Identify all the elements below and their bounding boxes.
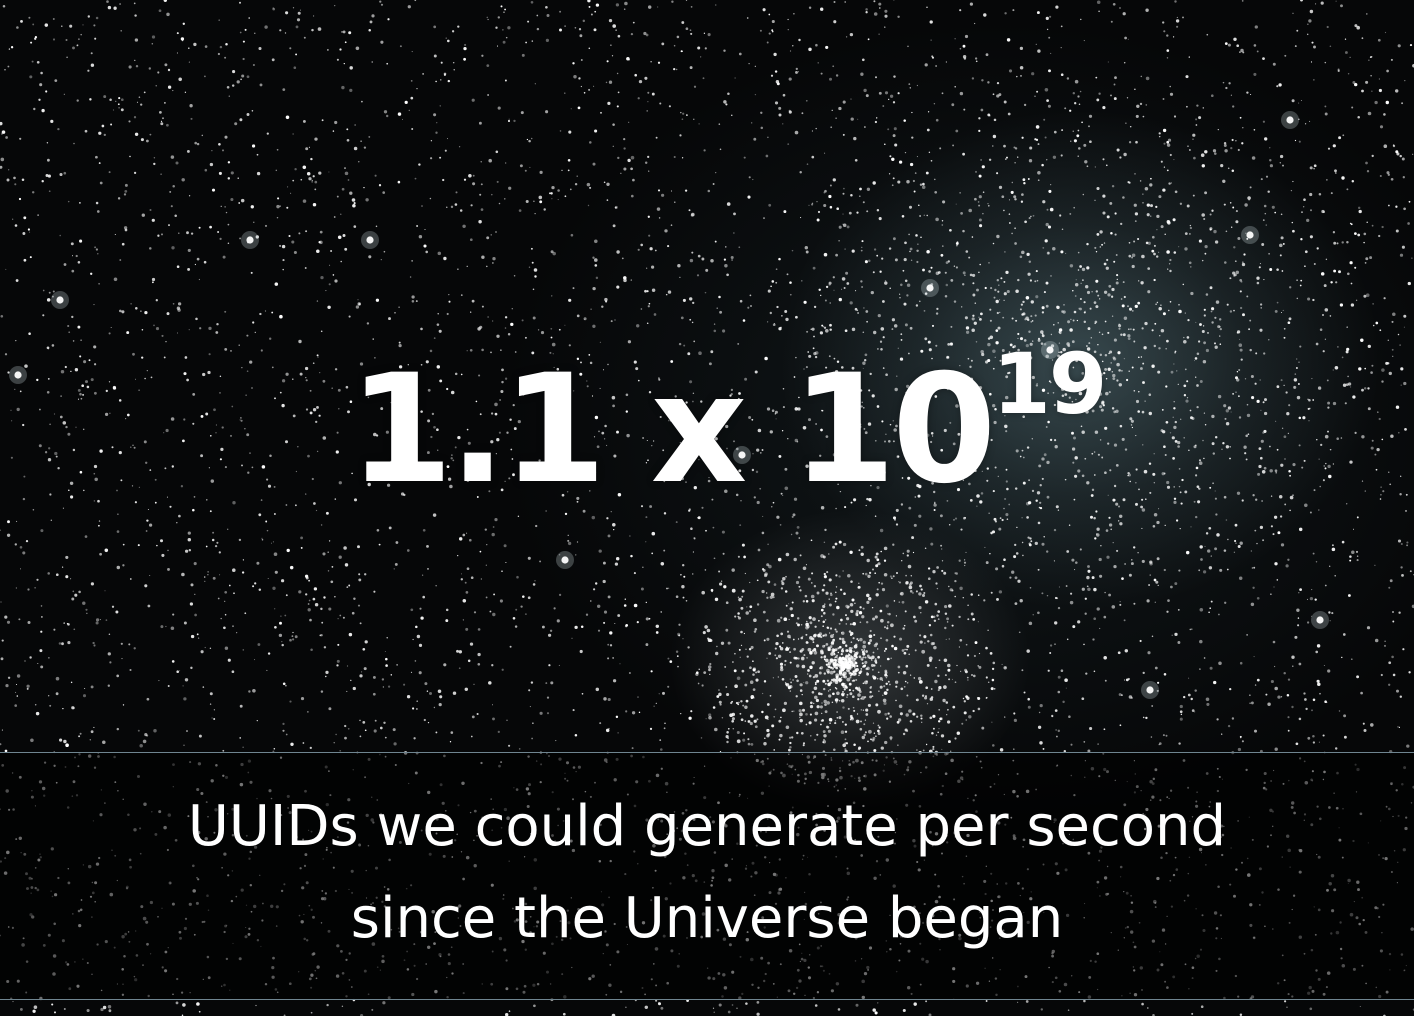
caption-line-2: since the Universe began	[350, 886, 1064, 951]
headline-number: 1.1 x 1019	[0, 335, 1414, 542]
caption-band: UUIDs we could generate per second since…	[0, 752, 1414, 1000]
caption-line-1: UUIDs we could generate per second	[187, 794, 1227, 859]
headline-base: 1.1 x 10	[348, 343, 997, 517]
caption: UUIDs we could generate per second since…	[0, 781, 1414, 965]
headline-exponent: 19	[992, 335, 1107, 433]
